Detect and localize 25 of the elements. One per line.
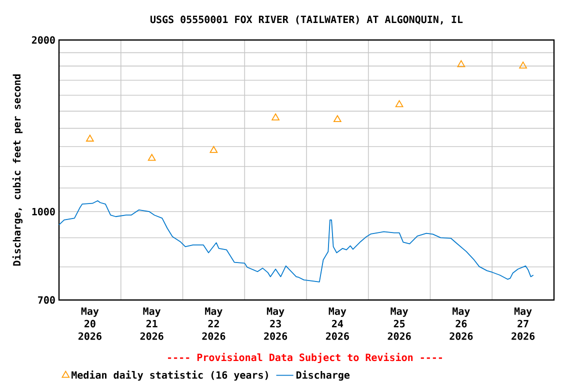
x-tick-label: May 23 2026 bbox=[264, 307, 288, 340]
y-tick-label: 2000 bbox=[32, 36, 55, 44]
point bbox=[86, 134, 94, 142]
point bbox=[148, 154, 156, 161]
x-tick-label: May 21 2026 bbox=[140, 307, 164, 340]
x-tick-label: May 27 2026 bbox=[512, 307, 535, 340]
x-tick-label: May 24 2026 bbox=[326, 307, 349, 340]
text: ---- Provisional Data Subject to Revision ---- bbox=[168, 352, 442, 363]
line-series bbox=[58, 200, 534, 282]
y-tick-label: 1000 bbox=[32, 208, 55, 216]
y-tick-label: 700 bbox=[38, 296, 55, 304]
point bbox=[272, 113, 280, 120]
point bbox=[210, 146, 218, 153]
point bbox=[334, 115, 342, 122]
point bbox=[519, 62, 527, 68]
point bbox=[395, 100, 404, 108]
x-tick-label: May 25 2026 bbox=[388, 307, 411, 340]
x-tick-label: May 20 2026 bbox=[78, 307, 102, 340]
legend-label: Median daily statistic (16 years) bbox=[72, 370, 268, 381]
chart-title: USGS 05550001 FOX RIVER (TAILWATER) AT ALGONQUIN, IL bbox=[150, 15, 463, 24]
x-tick-label: May 26 2026 bbox=[450, 307, 473, 340]
x-tick-label: May 22 2026 bbox=[202, 307, 226, 340]
legend-label: Discharge bbox=[296, 370, 350, 381]
point bbox=[457, 60, 466, 68]
y-axis-title: Discharge, cubic feet per second bbox=[12, 74, 23, 266]
